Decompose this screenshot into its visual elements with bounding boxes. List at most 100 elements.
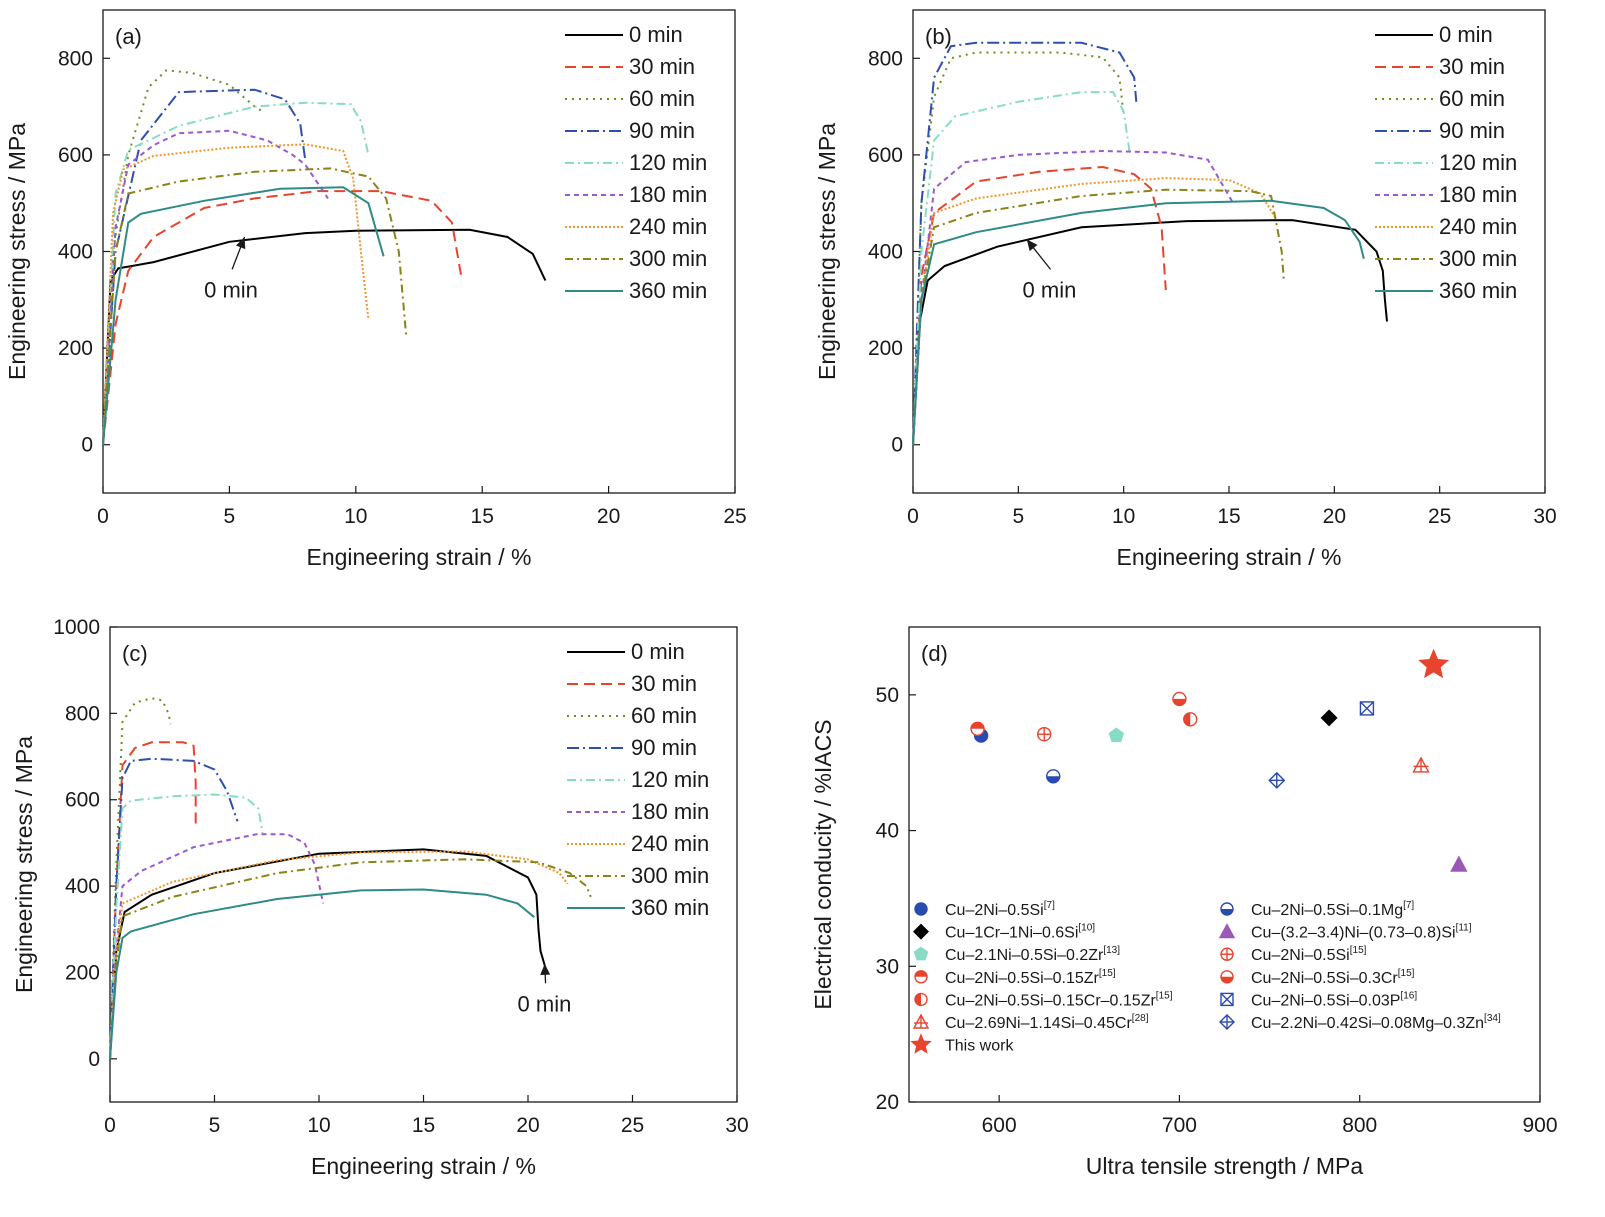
data-point-1 [1046, 769, 1061, 784]
legend-label: 90 min [629, 118, 695, 143]
legend-label: 60 min [1439, 86, 1505, 111]
data-point-9 [1359, 701, 1375, 716]
annotation-label: 0 min [518, 991, 572, 1016]
x-axis-label: Engineering strain / % [311, 1153, 536, 1179]
x-tick-label: 5 [224, 505, 236, 528]
data-point-4 [1108, 727, 1125, 743]
legend-label: 300 min [629, 246, 707, 271]
y-axis-label: Engineering stress / MPa [814, 123, 840, 380]
legend-label: 90 min [1439, 118, 1505, 143]
annotation-arrowhead [1026, 239, 1038, 252]
legend-ref: [13] [1103, 945, 1120, 956]
series-line-30-min [912, 165, 1167, 445]
y-tick-label: 200 [58, 337, 93, 360]
legend-ref: [7] [1044, 900, 1055, 911]
series-line-360-min [912, 199, 1365, 445]
x-tick-label: 15 [1217, 505, 1240, 528]
legend-name: Cu–2Ni–0.5Si–0.15Cr–0.15Zr [945, 992, 1156, 1009]
x-tick-label: 700 [1162, 1114, 1197, 1137]
x-tick-label: 20 [597, 505, 620, 528]
series-line-300-min [109, 858, 592, 1059]
legend-label: 30 min [631, 671, 697, 696]
legend-label: Cu–2Ni–0.5Si[7] [945, 900, 1055, 919]
y-tick-label: 40 [876, 820, 899, 843]
y-tick-label: 400 [58, 241, 93, 264]
legend-label: 360 min [1439, 278, 1517, 303]
legend-label: Cu–2.69Ni–1.14Si–0.45Cr[28] [945, 1013, 1149, 1032]
legend-label: 300 min [1439, 246, 1517, 271]
x-tick-label: 0 [104, 1114, 116, 1137]
series-line-90-min [912, 41, 1138, 445]
data-point-6 [970, 721, 985, 736]
series-line-120-min [102, 101, 370, 445]
y-tick-label: 600 [58, 144, 93, 167]
x-tick-label: 900 [1522, 1114, 1557, 1137]
legend-ref: [15] [1398, 968, 1415, 979]
x-tick-label: 30 [1533, 505, 1556, 528]
series-line-180-min [102, 129, 329, 445]
y-tick-label: 0 [81, 434, 93, 457]
legend-label: 180 min [1439, 182, 1517, 207]
y-tick-label: 0 [88, 1048, 100, 1071]
legend-name: Cu–2Ni–0.5Si–0.3Cr [1251, 970, 1398, 987]
marker-triangle-filled [1218, 923, 1236, 939]
legend-label: Cu–2Ni–0.5Si–0.03P[16] [1251, 990, 1417, 1009]
y-axis-label: Engineering stress / MPa [4, 123, 30, 380]
series-line-0-min [912, 219, 1388, 445]
legend-ref: [7] [1403, 900, 1414, 911]
legend-label: 120 min [1439, 150, 1517, 175]
y-tick-label: 600 [868, 144, 903, 167]
legend-label: 240 min [1439, 214, 1517, 239]
y-tick-label: 50 [876, 684, 899, 707]
legend-ref: [15] [1156, 990, 1173, 1001]
data-point-10 [1412, 756, 1430, 773]
series-line-90-min [109, 757, 239, 1059]
annotation-label: 0 min [1023, 277, 1077, 302]
y-axis-label: Engineering stress / MPa [11, 736, 37, 993]
series-line-60-min [102, 69, 263, 445]
legend-label: 360 min [631, 895, 709, 920]
series-line-90-min [102, 88, 307, 445]
marker-diamond-filled [913, 923, 929, 940]
x-axis-label: Engineering strain / % [306, 544, 531, 570]
legend-ref: [15] [1350, 945, 1367, 956]
x-tick-label: 5 [209, 1114, 221, 1137]
series-line-300-min [102, 167, 408, 445]
marker-pentagon-filled [913, 946, 929, 961]
legend-label: 0 min [629, 22, 683, 47]
x-tick-label: 10 [344, 505, 367, 528]
legend-ref: [15] [1099, 968, 1116, 979]
legend-label: 30 min [1439, 54, 1505, 79]
legend-ref: [10] [1078, 923, 1095, 934]
legend-label: Cu–2.2Ni–0.42Si–0.08Mg–0.3Zn[34] [1251, 1013, 1501, 1032]
y-tick-label: 200 [65, 961, 100, 984]
series-line-240-min [109, 850, 569, 1059]
series-line-360-min [102, 186, 385, 445]
marker-triangle-plus [912, 1013, 930, 1029]
legend-ref: [34] [1484, 1013, 1501, 1024]
legend-label: Cu–2Ni–0.5Si–0.15Cr–0.15Zr[15] [945, 990, 1173, 1009]
series-line-60-min [109, 697, 172, 1059]
y-tick-label: 30 [876, 955, 899, 978]
y-tick-label: 1000 [53, 616, 100, 639]
marker-circle-half-bottom [1220, 970, 1234, 984]
x-tick-label: 25 [723, 505, 746, 528]
marker-circle-plus [1220, 947, 1234, 961]
legend-label: 300 min [631, 863, 709, 888]
legend-label: 90 min [631, 735, 697, 760]
legend-name: Cu–(3.2–3.4)Ni–(0.73–0.8)Si [1251, 925, 1456, 942]
series-line-300-min [912, 188, 1285, 445]
legend-name: Cu–2Ni–0.5Si–0.15Zr [945, 970, 1100, 987]
series-line-30-min [109, 741, 197, 1059]
legend-label: Cu–1Cr–1Ni–0.6Si[10] [945, 923, 1095, 942]
panel-label: (d) [921, 641, 948, 666]
data-point-5 [1037, 727, 1052, 742]
y-tick-label: 800 [58, 47, 93, 70]
y-tick-label: 800 [868, 47, 903, 70]
data-point-2 [1320, 709, 1338, 727]
series-line-360-min [109, 888, 535, 1059]
legend-label: 120 min [629, 150, 707, 175]
series-line-0-min [109, 848, 548, 1059]
legend-label: Cu–2.1Ni–0.5Si–0.2Zr[13] [945, 945, 1120, 964]
y-tick-label: 400 [65, 875, 100, 898]
